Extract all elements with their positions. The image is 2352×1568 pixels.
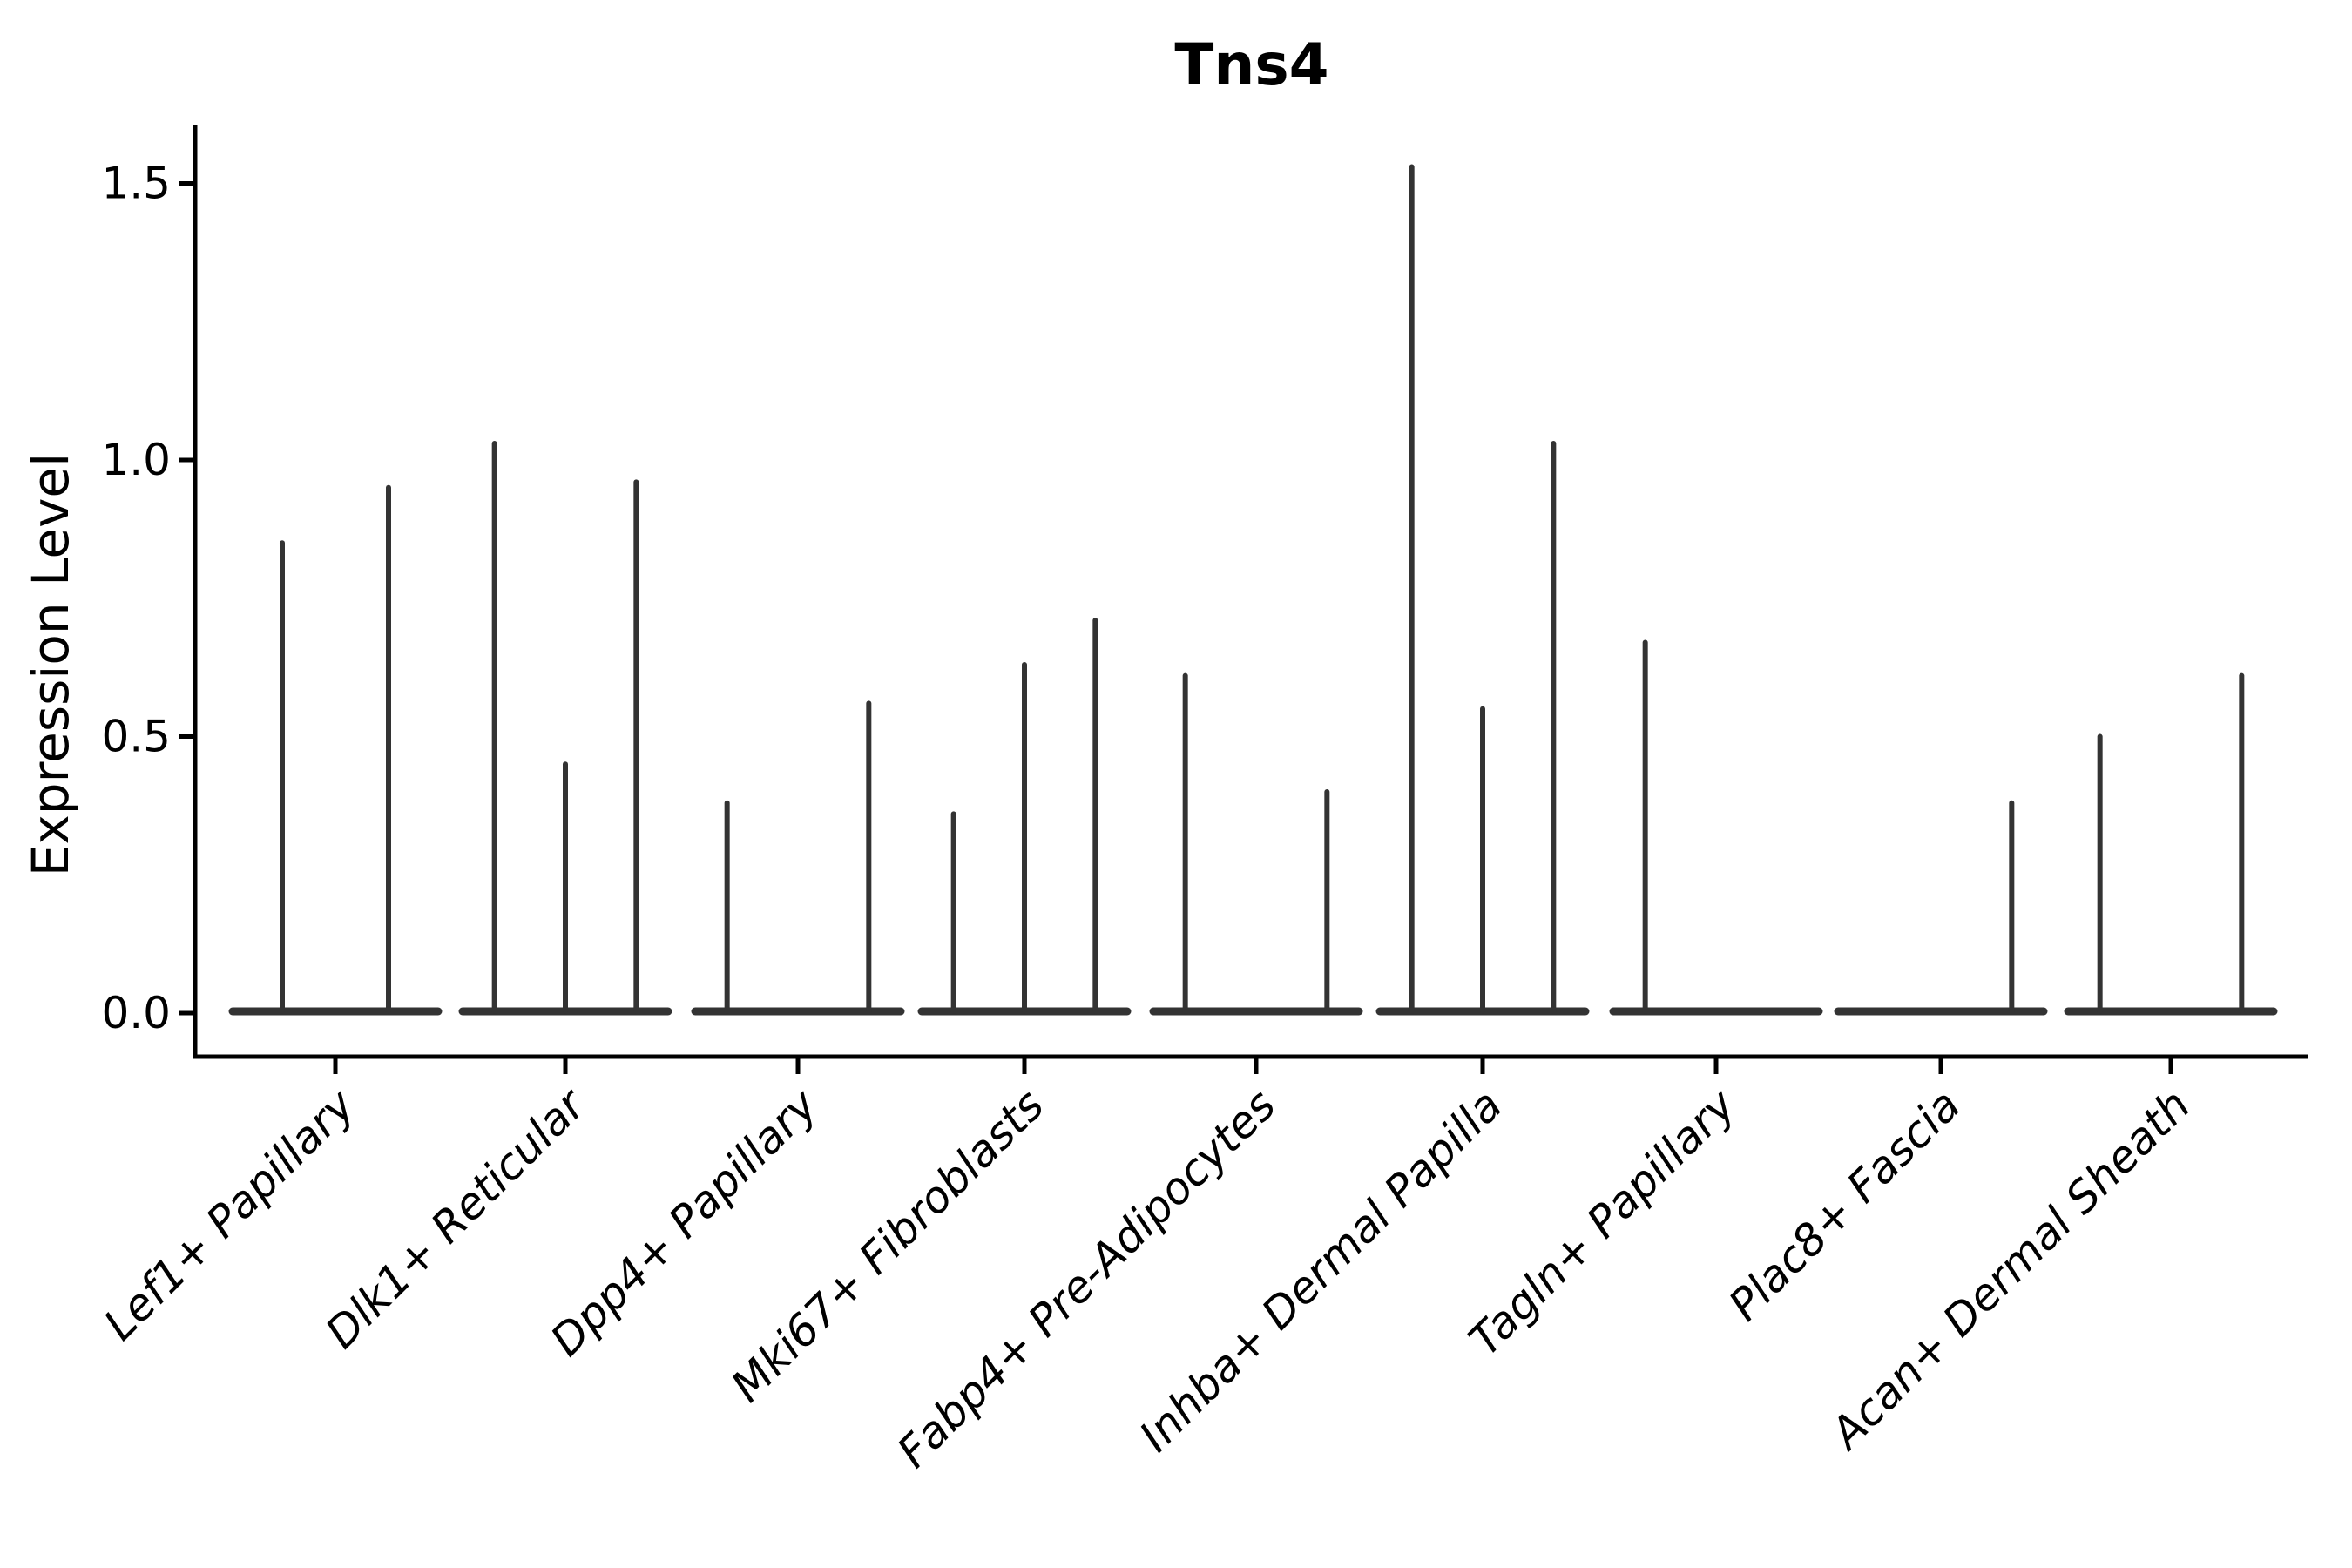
x-axis-tick-label: Plac8+ Fascia (1720, 1079, 1970, 1330)
y-axis-tick-label: 1.5 (101, 159, 171, 209)
x-axis-tick-label: Fabp4+ Pre-Adipocytes (888, 1079, 1286, 1477)
y-axis-tick-label: 0.5 (101, 712, 171, 762)
y-axis-tick-label: 1.0 (101, 435, 171, 485)
y-axis-label: Expression Level (21, 453, 80, 876)
violin-layer (228, 164, 2278, 1016)
x-axis-tick-label: Lef1+ Papillary (94, 1078, 365, 1349)
y-axis-tick-label: 0.0 (101, 988, 171, 1038)
chart-title: Tns4 (1174, 31, 1328, 98)
x-axis-tick-label: Inhba+ Dermal Papilla (1130, 1079, 1511, 1461)
